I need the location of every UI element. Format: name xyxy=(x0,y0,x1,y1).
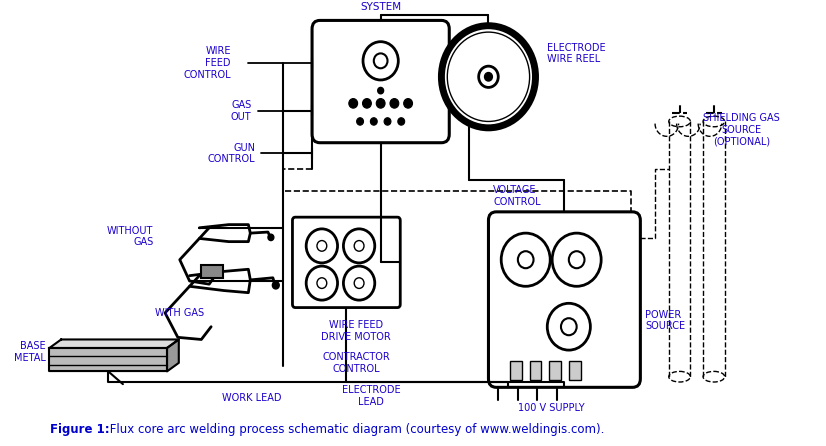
Circle shape xyxy=(569,251,585,268)
Text: WORK LEAD: WORK LEAD xyxy=(221,392,281,403)
Text: WIRE
FEED
CONTROL: WIRE FEED CONTROL xyxy=(183,46,230,79)
Text: GAS
OUT: GAS OUT xyxy=(230,100,251,122)
FancyBboxPatch shape xyxy=(292,217,401,308)
Text: 100 V SUPPLY: 100 V SUPPLY xyxy=(518,403,585,413)
Circle shape xyxy=(552,233,601,286)
Circle shape xyxy=(374,54,387,68)
Circle shape xyxy=(370,118,377,125)
Text: Flux core arc welding process schematic diagram (courtesy of www.weldingis.com).: Flux core arc welding process schematic … xyxy=(106,423,604,436)
Circle shape xyxy=(518,251,534,268)
Circle shape xyxy=(344,266,375,300)
Polygon shape xyxy=(50,339,178,348)
Text: ELECTRODE
LEAD: ELECTRODE LEAD xyxy=(341,385,400,407)
Circle shape xyxy=(354,278,364,289)
Circle shape xyxy=(344,229,375,263)
Text: Figure 1:: Figure 1: xyxy=(50,423,109,436)
Circle shape xyxy=(390,99,399,108)
Circle shape xyxy=(548,303,591,350)
Circle shape xyxy=(377,87,383,94)
Text: SHIELDING GAS
SOURCE
(OPTIONAL): SHIELDING GAS SOURCE (OPTIONAL) xyxy=(703,113,780,147)
Bar xyxy=(549,361,561,380)
Circle shape xyxy=(377,99,385,108)
Circle shape xyxy=(398,118,405,125)
Circle shape xyxy=(273,281,279,289)
Circle shape xyxy=(268,234,274,240)
Circle shape xyxy=(441,26,535,128)
Text: ELECTRODE
WIRE REEL: ELECTRODE WIRE REEL xyxy=(548,42,606,64)
Circle shape xyxy=(501,233,550,286)
Circle shape xyxy=(363,99,372,108)
FancyBboxPatch shape xyxy=(312,21,449,143)
Circle shape xyxy=(317,240,327,251)
Circle shape xyxy=(485,73,492,81)
Circle shape xyxy=(448,32,529,121)
Text: CONTROL
SYSTEM: CONTROL SYSTEM xyxy=(355,0,406,12)
Text: CONTRACTOR
CONTROL: CONTRACTOR CONTROL xyxy=(322,352,390,374)
Circle shape xyxy=(354,240,364,251)
Bar xyxy=(529,361,541,380)
Text: VOLTAGE
CONTROL: VOLTAGE CONTROL xyxy=(493,185,541,206)
Circle shape xyxy=(561,318,577,335)
Bar xyxy=(202,265,223,278)
Circle shape xyxy=(384,118,391,125)
Circle shape xyxy=(306,266,338,300)
FancyBboxPatch shape xyxy=(488,212,640,387)
Text: BASE
METAL: BASE METAL xyxy=(13,342,45,363)
Circle shape xyxy=(317,278,327,289)
Bar xyxy=(510,361,522,380)
Bar xyxy=(569,361,581,380)
Circle shape xyxy=(478,66,498,87)
Circle shape xyxy=(363,41,398,80)
Text: WIRE FEED
DRIVE MOTOR: WIRE FEED DRIVE MOTOR xyxy=(321,320,391,342)
Polygon shape xyxy=(167,339,178,372)
Circle shape xyxy=(306,229,338,263)
Circle shape xyxy=(349,99,358,108)
Circle shape xyxy=(357,118,363,125)
Polygon shape xyxy=(50,348,167,372)
Text: POWER
SOURCE: POWER SOURCE xyxy=(645,310,686,331)
Text: WITHOUT
GAS: WITHOUT GAS xyxy=(107,226,154,247)
Text: GUN
CONTROL: GUN CONTROL xyxy=(207,143,255,164)
Text: WITH GAS: WITH GAS xyxy=(155,308,204,318)
Circle shape xyxy=(404,99,412,108)
